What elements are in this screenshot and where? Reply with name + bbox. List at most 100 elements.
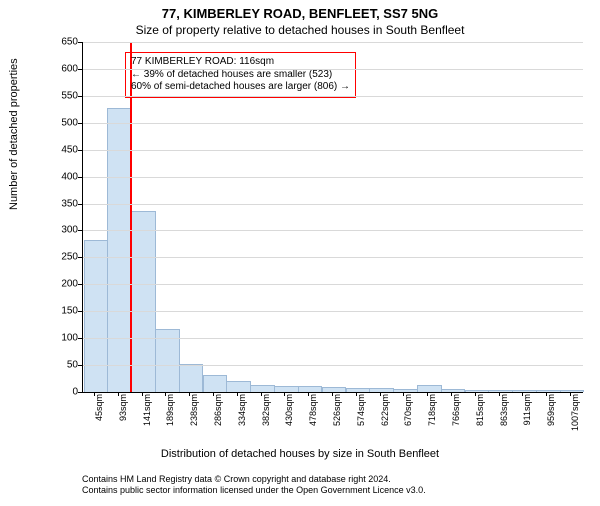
chart-area: 77 KIMBERLEY ROAD: 116sqm← 39% of detach… [52,42,582,422]
histogram-bar [203,375,228,392]
y-gridline [83,69,583,70]
y-tick-mark [78,365,82,366]
x-tick-label: 286sqm [213,394,223,439]
x-tick-mark [570,392,571,396]
y-tick-mark [78,150,82,151]
y-tick-label: 100 [48,333,78,344]
x-tick-label: 863sqm [499,394,509,439]
y-tick-mark [78,96,82,97]
x-tick-label: 141sqm [142,394,152,439]
y-tick-label: 50 [48,360,78,371]
annotation-box: 77 KIMBERLEY ROAD: 116sqm← 39% of detach… [125,52,356,98]
y-tick-mark [78,257,82,258]
histogram-bar [393,389,418,392]
histogram-bar [250,385,275,392]
annotation-line-0: 77 KIMBERLEY ROAD: 116sqm [131,56,350,69]
x-tick-mark [237,392,238,396]
x-tick-label: 574sqm [356,394,366,439]
chart-title-subtitle: Size of property relative to detached ho… [0,23,600,37]
x-tick-label: 911sqm [522,394,532,439]
y-tick-label: 600 [48,63,78,74]
y-tick-label: 350 [48,198,78,209]
y-gridline [83,150,583,151]
histogram-bar [346,388,371,392]
x-tick-label: 93sqm [118,394,128,439]
footer-line2: Contains public sector information licen… [82,485,426,496]
x-tick-mark [284,392,285,396]
x-tick-label: 334sqm [237,394,247,439]
y-tick-mark [78,42,82,43]
y-gridline [83,257,583,258]
x-tick-label: 238sqm [189,394,199,439]
plot-area: 77 KIMBERLEY ROAD: 116sqm← 39% of detach… [82,42,583,393]
x-tick-mark [308,392,309,396]
x-tick-label: 766sqm [451,394,461,439]
x-tick-mark [499,392,500,396]
y-gridline [83,311,583,312]
x-tick-mark [522,392,523,396]
x-tick-label: 1007sqm [570,394,580,439]
footer-line1: Contains HM Land Registry data © Crown c… [82,474,426,485]
x-tick-label: 430sqm [284,394,294,439]
x-tick-label: 622sqm [380,394,390,439]
histogram-bar [560,390,585,392]
y-tick-mark [78,230,82,231]
histogram-bar [512,390,537,392]
y-tick-label: 450 [48,144,78,155]
y-gridline [83,123,583,124]
y-gridline [83,42,583,43]
histogram-bar [107,108,132,392]
x-tick-mark [546,392,547,396]
x-tick-label: 670sqm [403,394,413,439]
y-tick-mark [78,392,82,393]
y-gridline [83,177,583,178]
x-tick-label: 526sqm [332,394,342,439]
x-tick-label: 959sqm [546,394,556,439]
histogram-bar [179,364,204,392]
y-tick-label: 150 [48,306,78,317]
x-tick-mark [118,392,119,396]
x-tick-mark [427,392,428,396]
x-tick-label: 45sqm [94,394,104,439]
annotation-line-1: ← 39% of detached houses are smaller (52… [131,69,350,82]
x-tick-label: 815sqm [475,394,485,439]
y-tick-label: 550 [48,90,78,101]
chart-title-address: 77, KIMBERLEY ROAD, BENFLEET, SS7 5NG [0,6,600,21]
histogram-bar [274,386,299,392]
y-gridline [83,204,583,205]
histogram-bar [417,385,442,392]
x-tick-mark [189,392,190,396]
y-tick-mark [78,311,82,312]
attribution-footer: Contains HM Land Registry data © Crown c… [82,474,426,496]
x-tick-label: 478sqm [308,394,318,439]
histogram-bar [488,390,513,392]
x-tick-mark [94,392,95,396]
y-tick-mark [78,284,82,285]
y-tick-label: 250 [48,252,78,263]
x-tick-mark [332,392,333,396]
x-tick-mark [356,392,357,396]
histogram-bar [441,389,466,392]
y-gridline [83,230,583,231]
histogram-bar [226,381,251,392]
histogram-bar [369,388,394,392]
y-tick-label: 400 [48,171,78,182]
y-tick-mark [78,177,82,178]
x-tick-label: 382sqm [261,394,271,439]
x-tick-mark [380,392,381,396]
x-tick-mark [451,392,452,396]
y-tick-label: 200 [48,279,78,290]
y-gridline [83,284,583,285]
x-tick-mark [142,392,143,396]
histogram-bar [298,386,323,392]
y-tick-mark [78,338,82,339]
y-tick-mark [78,123,82,124]
y-axis-label: Number of detached properties [8,58,20,210]
y-tick-label: 650 [48,37,78,48]
histogram-bar [465,390,490,392]
y-tick-mark [78,204,82,205]
y-gridline [83,365,583,366]
histogram-bar [322,387,347,392]
y-gridline [83,96,583,97]
x-tick-label: 189sqm [165,394,175,439]
